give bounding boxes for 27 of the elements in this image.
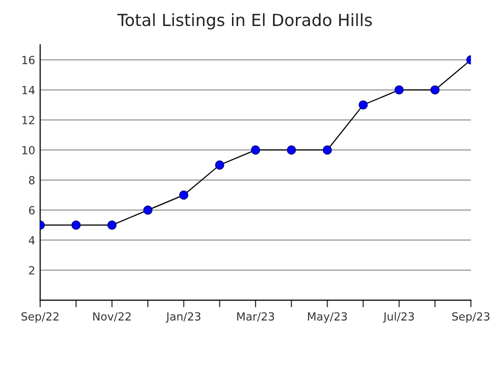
x-tick-label: Mar/23	[237, 312, 274, 322]
point	[179, 190, 188, 200]
x-tick-label: May/23	[308, 312, 347, 323]
point	[286, 145, 296, 155]
point	[358, 100, 368, 110]
x-tick-label: Jan/23	[166, 312, 200, 323]
point	[322, 145, 332, 155]
point	[430, 85, 440, 94]
y-tick-label: 16	[22, 56, 35, 64]
x-tick-label: Sep/22	[22, 312, 58, 323]
x-tick-label: Jul/23	[382, 312, 414, 323]
x-tick-label: Sep/23	[452, 312, 490, 323]
y-tick-label: 6	[29, 206, 35, 214]
point	[215, 160, 224, 170]
y-tick-label: 2	[29, 266, 34, 274]
y-tick-label: 10	[22, 146, 35, 154]
x-tick-label: Nov/22	[93, 312, 131, 322]
chart-title: Total Listings in El Dorado Hills	[117, 13, 372, 30]
point	[71, 220, 81, 230]
point	[107, 220, 117, 230]
y-tick-label: 12	[22, 116, 34, 124]
point	[394, 85, 404, 94]
y-tick-label: 8	[29, 176, 35, 184]
point	[143, 205, 152, 215]
y-tick-label: 4	[28, 236, 35, 244]
point	[250, 145, 260, 155]
y-tick-label: 14	[22, 86, 35, 94]
